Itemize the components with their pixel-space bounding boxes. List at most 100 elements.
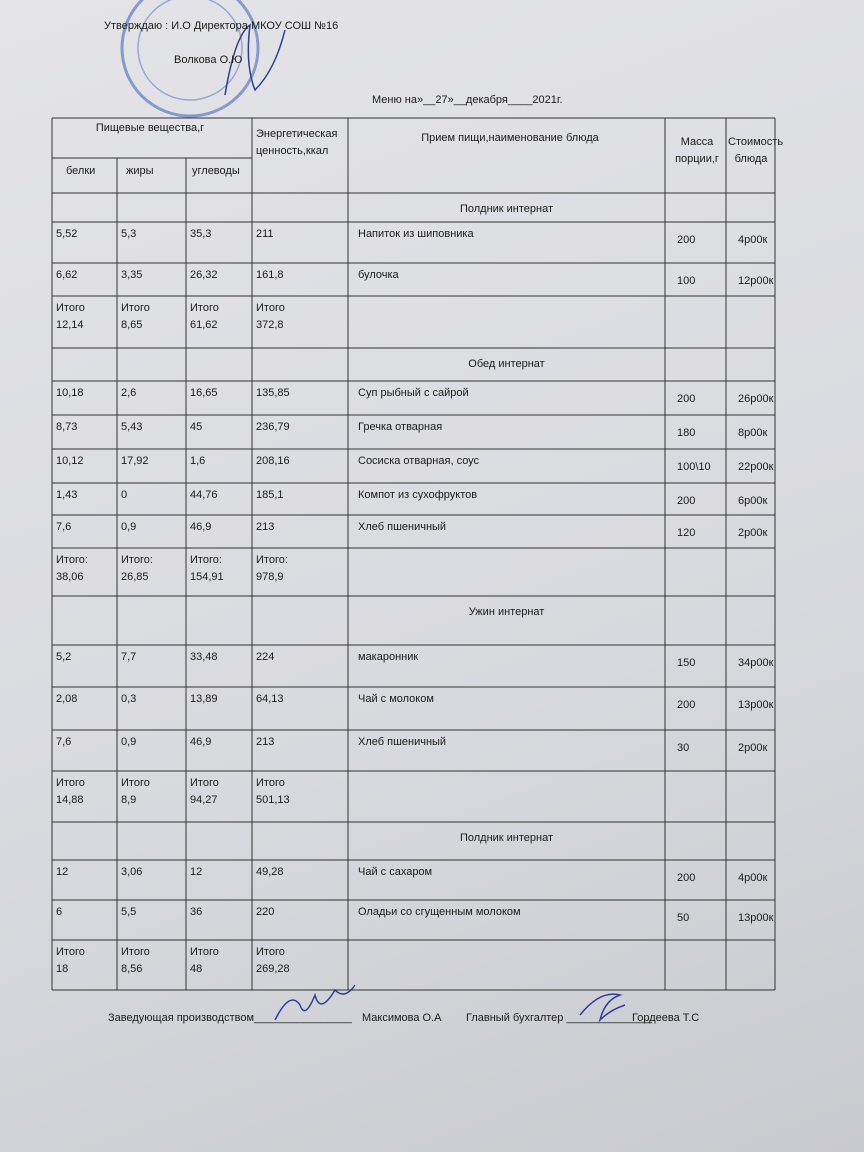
cell: 7,6: [56, 521, 72, 533]
cell: 0,9: [121, 736, 137, 748]
cell: 8р00к: [738, 427, 768, 439]
cell: 7,7: [121, 651, 137, 663]
cell: Итого 94,27: [190, 777, 219, 806]
cell: Итого: 154,91: [190, 554, 224, 583]
cell: 46,9: [190, 521, 212, 533]
cell: 26р00к: [738, 393, 774, 405]
cell: 200: [677, 393, 696, 405]
cell: 1,43: [56, 489, 78, 501]
section-title: Полдник интернат: [459, 203, 554, 215]
cell: Итого 8,9: [121, 777, 150, 806]
cell: 200: [677, 495, 696, 507]
cell: Сосиска отварная, соус: [358, 455, 480, 467]
cell: 220: [256, 906, 275, 918]
cell: 2р00к: [738, 527, 768, 539]
cell: 13,89: [190, 693, 218, 705]
header-cell: белки: [66, 165, 96, 177]
cell: 50: [677, 912, 690, 924]
cell: 6: [56, 906, 63, 918]
header-cell: Прием пищи,наименование блюда: [421, 132, 599, 144]
cell: 7,6: [56, 736, 72, 748]
cell: Чай с сахаром: [358, 866, 433, 878]
cell: 200: [677, 872, 696, 884]
cell: 30: [677, 742, 690, 754]
cell: 12р00к: [738, 275, 774, 287]
cell: макаронник: [358, 651, 419, 663]
header-cell: Пищевые вещества,г: [95, 122, 205, 134]
cell: 45: [190, 421, 203, 433]
header-cell: жиры: [126, 165, 154, 177]
cell: 236,79: [256, 421, 290, 433]
section-title: Полдник интернат: [459, 832, 554, 844]
cell: 36: [190, 906, 203, 918]
cell: 46,9: [190, 736, 212, 748]
cell: Оладьи со сгущенным молоком: [358, 906, 521, 918]
cell: 5,43: [121, 421, 143, 433]
cell: 213: [256, 521, 275, 533]
cell: 26,32: [190, 269, 218, 281]
cell: Чай с молоком: [358, 693, 434, 705]
cell: Итого 14,88: [56, 777, 85, 806]
header-cell: Стоимость блюда: [728, 136, 784, 165]
cell: 10,12: [56, 455, 84, 467]
cell: 0,3: [121, 693, 137, 705]
cell: 100: [677, 275, 696, 287]
cell: 5,5: [121, 906, 137, 918]
cell: Итого 8,65: [121, 302, 150, 331]
cell: 12: [56, 866, 69, 878]
cell: Итого 501,13: [256, 777, 290, 806]
cell: 200: [677, 234, 696, 246]
cell: булочка: [358, 269, 399, 281]
section-title: Обед интернат: [468, 358, 545, 370]
manager-label: Заведующая производством________________: [108, 1012, 352, 1024]
header-cell: углеводы: [192, 165, 240, 177]
cell: 100\10: [677, 461, 711, 473]
cell: 34р00к: [738, 657, 774, 669]
cell: Итого: 978,9: [256, 554, 288, 583]
cell: 213: [256, 736, 275, 748]
cell: 0,9: [121, 521, 137, 533]
cell: 211: [256, 228, 274, 240]
header-cell: Масса порции,г: [675, 136, 719, 165]
cell: 2р00к: [738, 742, 768, 754]
cell: Хлеб пшеничный: [358, 736, 447, 748]
cell: 6,62: [56, 269, 78, 281]
cell: 2,6: [121, 387, 137, 399]
cell: 180: [677, 427, 696, 439]
header-cell: Энергетическая ценность,ккал: [256, 128, 338, 157]
cell: Хлеб пшеничный: [358, 521, 447, 533]
manager: Максимова О.А: [362, 1012, 442, 1024]
cell: 5,3: [121, 228, 137, 240]
cell: 17,92: [121, 455, 149, 467]
cell: Итого: 38,06: [56, 554, 88, 583]
cell: 1,6: [190, 455, 206, 467]
cell: Итого 61,62: [190, 302, 219, 331]
cell: Суп рыбный с сайрой: [358, 387, 469, 399]
menu-title: Меню на»__27»__декабря____2021г.: [372, 94, 563, 106]
cell: 4р00к: [738, 234, 768, 246]
cell: 161,8: [256, 269, 284, 281]
cell: 22р00к: [738, 461, 774, 473]
cell: Итого 8,56: [121, 946, 150, 975]
cell: 3,06: [121, 866, 143, 878]
cell: 6р00к: [738, 495, 768, 507]
cell: 35,3: [190, 228, 212, 240]
cell: 185,1: [256, 489, 284, 501]
cell: 150: [677, 657, 696, 669]
accountant: Гордеева Т.С: [632, 1012, 700, 1024]
cell: 16,65: [190, 387, 218, 399]
cell: 13р00к: [738, 912, 774, 924]
accountant-label: Главный бухгалтер ______________: [466, 1012, 653, 1024]
cell: 33,48: [190, 651, 218, 663]
cell: Итого 269,28: [256, 946, 290, 975]
cell: Итого 12,14: [56, 302, 85, 331]
cell: 135,85: [256, 387, 290, 399]
cell: Гречка отварная: [358, 421, 443, 433]
cell: Компот из сухофруктов: [358, 489, 478, 501]
cell: 5,52: [56, 228, 78, 240]
cell: Итого: 26,85: [121, 554, 153, 583]
cell: Напиток из шиповника: [358, 228, 474, 240]
cell: 8,73: [56, 421, 78, 433]
